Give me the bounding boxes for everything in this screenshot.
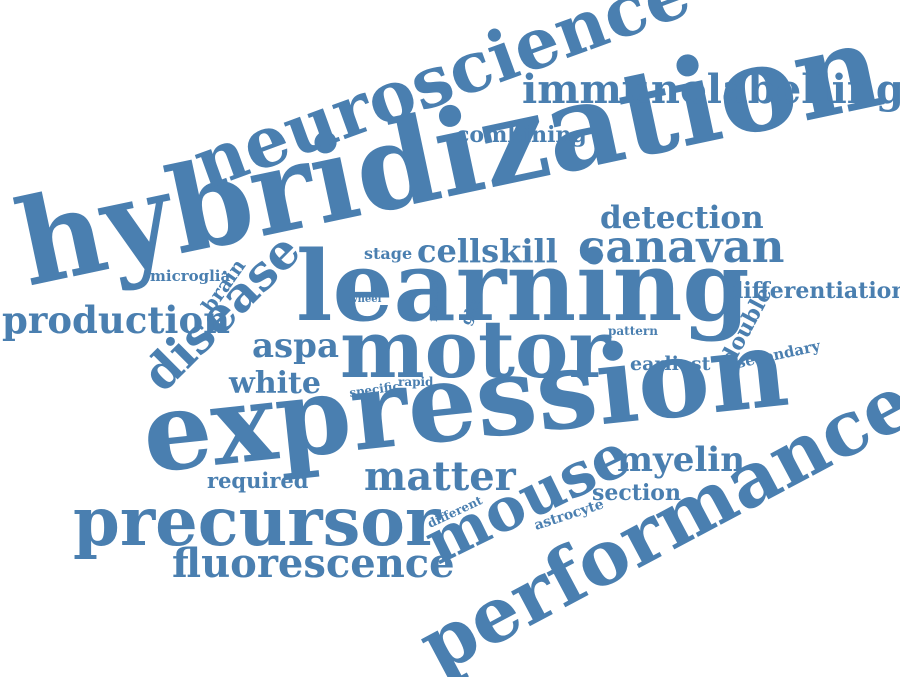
word-white: white bbox=[228, 366, 321, 401]
word-specific: specific bbox=[348, 379, 400, 400]
word-canavan: canavan bbox=[578, 220, 784, 273]
word-production: production bbox=[2, 298, 230, 342]
word-section: section bbox=[592, 480, 681, 506]
word-aspa: aspa bbox=[252, 326, 339, 366]
word-earliest: earliest bbox=[630, 353, 711, 375]
word-rapid: rapid bbox=[398, 375, 434, 389]
word-precursor: precursor bbox=[73, 482, 441, 561]
word-cellskill: cellskill bbox=[417, 232, 558, 270]
word-stage: stage bbox=[364, 244, 412, 263]
word-fluorescence: fluorescence bbox=[172, 540, 455, 587]
word-pattern: pattern bbox=[608, 324, 658, 338]
word-combining: combining bbox=[456, 122, 587, 148]
word-differentiation: differentiation bbox=[728, 278, 900, 304]
word-required: required bbox=[207, 468, 309, 493]
word-myelin: myelin bbox=[617, 440, 745, 480]
word-wheel: wheel bbox=[348, 294, 382, 305]
word-motor: motor bbox=[340, 302, 611, 396]
word-immunolabelling: immunolabelling bbox=[522, 66, 900, 113]
word-learning: learning bbox=[296, 230, 750, 343]
word-matter: matter bbox=[364, 453, 517, 500]
word-detection: detection bbox=[600, 200, 764, 236]
word-microglia: microglia bbox=[150, 267, 230, 285]
word-neuron: neuron bbox=[426, 273, 442, 322]
